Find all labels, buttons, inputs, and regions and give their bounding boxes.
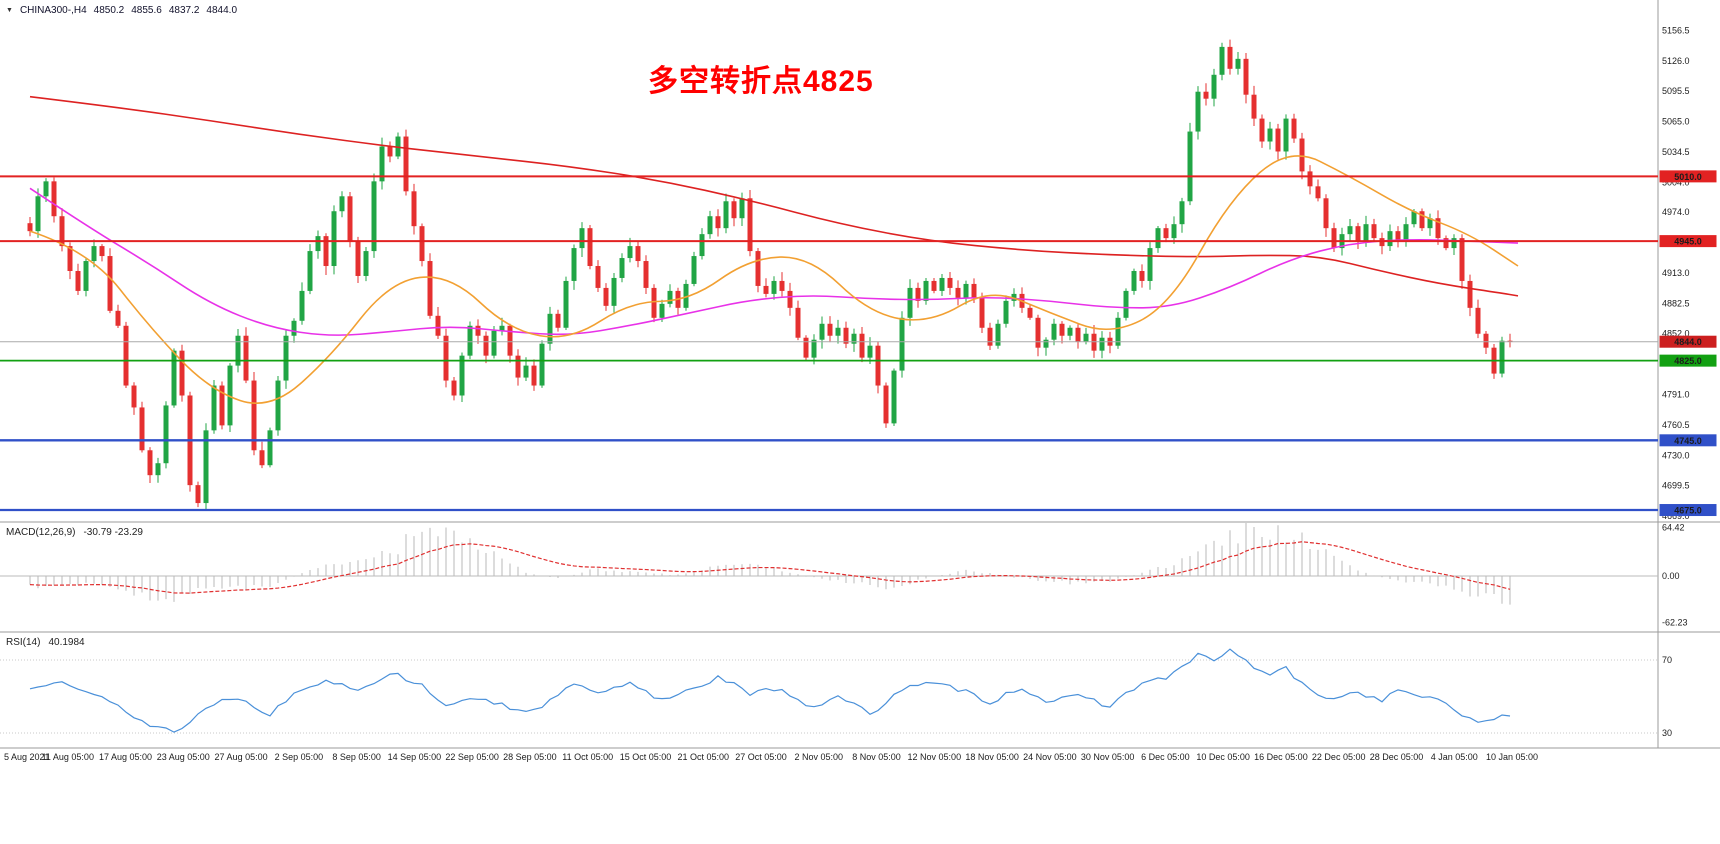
rsi-pane <box>0 648 1658 734</box>
svg-text:27 Oct 05:00: 27 Oct 05:00 <box>735 752 787 762</box>
svg-text:15 Oct 05:00: 15 Oct 05:00 <box>620 752 672 762</box>
rsi-value: 40.1984 <box>48 637 85 648</box>
resistance-4945-badge <box>1659 235 1717 248</box>
svg-text:5010.0: 5010.0 <box>1674 172 1702 182</box>
svg-text:8 Nov 05:00: 8 Nov 05:00 <box>852 752 901 762</box>
ohlc-close: 4844.0 <box>206 5 238 16</box>
ohlc-high: 4855.6 <box>131 5 162 16</box>
ma-fast <box>29 155 1519 404</box>
svg-text:2 Nov 05:00: 2 Nov 05:00 <box>795 752 844 762</box>
collapse-chart-icon[interactable]: ▼ <box>6 7 13 14</box>
svg-text:0.00: 0.00 <box>1662 571 1680 581</box>
svg-text:4825.0: 4825.0 <box>1674 356 1702 366</box>
svg-text:4791.0: 4791.0 <box>1662 389 1690 399</box>
svg-text:5156.5: 5156.5 <box>1662 25 1690 35</box>
ohlc-low: 4837.2 <box>168 5 200 16</box>
svg-text:30: 30 <box>1662 728 1672 738</box>
support-4825-badge <box>1659 354 1717 367</box>
macd-indicator-label: MACD(12,26,9) -30.79 -23.29 <box>6 527 143 538</box>
svg-text:17 Aug 05:00: 17 Aug 05:00 <box>99 752 152 762</box>
horizontal-level-lines[interactable] <box>0 175 1658 512</box>
support-4675-badge <box>1659 504 1717 517</box>
rsi-line <box>29 648 1511 733</box>
svg-text:70: 70 <box>1662 655 1672 665</box>
svg-text:5065.0: 5065.0 <box>1662 117 1690 127</box>
svg-text:4675.0: 4675.0 <box>1674 506 1702 516</box>
macd-name: MACD(12,26,9) <box>6 527 76 538</box>
rsi-name: RSI(14) <box>6 637 41 648</box>
svg-text:4760.5: 4760.5 <box>1662 420 1690 430</box>
rsi-indicator-label: RSI(14) 40.1984 <box>6 637 85 648</box>
svg-text:24 Nov 05:00: 24 Nov 05:00 <box>1023 752 1077 762</box>
macd-pane <box>0 523 1658 605</box>
svg-text:4844.0: 4844.0 <box>1674 337 1702 347</box>
macd-values: -30.79 -23.29 <box>83 527 143 538</box>
svg-text:10 Dec 05:00: 10 Dec 05:00 <box>1196 752 1250 762</box>
support-4745-badge <box>1659 434 1717 447</box>
price-axis[interactable]: 5156.55126.05095.55065.05034.55004.04974… <box>1659 25 1717 738</box>
svg-text:4699.5: 4699.5 <box>1662 481 1690 491</box>
svg-text:18 Nov 05:00: 18 Nov 05:00 <box>965 752 1019 762</box>
svg-text:23 Aug 05:00: 23 Aug 05:00 <box>157 752 210 762</box>
svg-text:14 Sep 05:00: 14 Sep 05:00 <box>388 752 442 762</box>
ohlc-open: 4850.2 <box>93 5 125 16</box>
svg-text:10 Jan 05:00: 10 Jan 05:00 <box>1486 752 1538 762</box>
chart-annotation-text[interactable]: 多空转折点4825 <box>648 65 874 98</box>
svg-text:22 Dec 05:00: 22 Dec 05:00 <box>1312 752 1366 762</box>
svg-text:4 Jan 05:00: 4 Jan 05:00 <box>1431 752 1478 762</box>
pane-separators <box>0 0 1720 749</box>
svg-text:5126.0: 5126.0 <box>1662 56 1690 66</box>
svg-text:28 Dec 05:00: 28 Dec 05:00 <box>1370 752 1424 762</box>
svg-text:30 Nov 05:00: 30 Nov 05:00 <box>1081 752 1135 762</box>
ma-mid <box>29 187 1519 336</box>
svg-text:5095.5: 5095.5 <box>1662 86 1690 96</box>
svg-text:28 Sep 05:00: 28 Sep 05:00 <box>503 752 557 762</box>
svg-text:5034.5: 5034.5 <box>1662 147 1690 157</box>
symbol-ohlc-bar: ▼ CHINA300-,H4 4850.2 4855.6 4837.2 4844… <box>6 5 237 16</box>
svg-text:22 Sep 05:00: 22 Sep 05:00 <box>445 752 499 762</box>
svg-text:4730.0: 4730.0 <box>1662 450 1690 460</box>
svg-text:8 Sep 05:00: 8 Sep 05:00 <box>332 752 381 762</box>
svg-text:4913.0: 4913.0 <box>1662 268 1690 278</box>
svg-text:16 Dec 05:00: 16 Dec 05:00 <box>1254 752 1308 762</box>
svg-text:4852.0: 4852.0 <box>1662 329 1690 339</box>
svg-text:21 Oct 05:00: 21 Oct 05:00 <box>677 752 729 762</box>
moving-average-lines <box>29 95 1519 404</box>
svg-text:11 Oct 05:00: 11 Oct 05:00 <box>562 752 613 762</box>
svg-text:4974.0: 4974.0 <box>1662 207 1690 217</box>
symbol-name: CHINA300-,H4 <box>19 5 87 16</box>
candlestick-series <box>27 39 1513 512</box>
svg-text:4945.0: 4945.0 <box>1674 237 1702 247</box>
svg-text:4745.0: 4745.0 <box>1674 436 1702 446</box>
svg-text:-62.23: -62.23 <box>1662 618 1688 628</box>
svg-text:12 Nov 05:00: 12 Nov 05:00 <box>908 752 962 762</box>
ma-slow <box>29 95 1519 297</box>
svg-text:2 Sep 05:00: 2 Sep 05:00 <box>275 752 324 762</box>
resistance-5010-badge <box>1659 170 1717 183</box>
svg-text:5 Aug 2021: 5 Aug 2021 <box>4 752 50 762</box>
svg-text:27 Aug 05:00: 27 Aug 05:00 <box>215 752 268 762</box>
svg-text:11 Aug 05:00: 11 Aug 05:00 <box>42 752 94 762</box>
svg-text:4882.5: 4882.5 <box>1662 298 1690 308</box>
svg-text:64.42: 64.42 <box>1662 523 1685 533</box>
svg-text:6 Dec 05:00: 6 Dec 05:00 <box>1141 752 1190 762</box>
current-price-4844-badge <box>1659 335 1717 348</box>
macd-signal-line <box>29 541 1511 594</box>
